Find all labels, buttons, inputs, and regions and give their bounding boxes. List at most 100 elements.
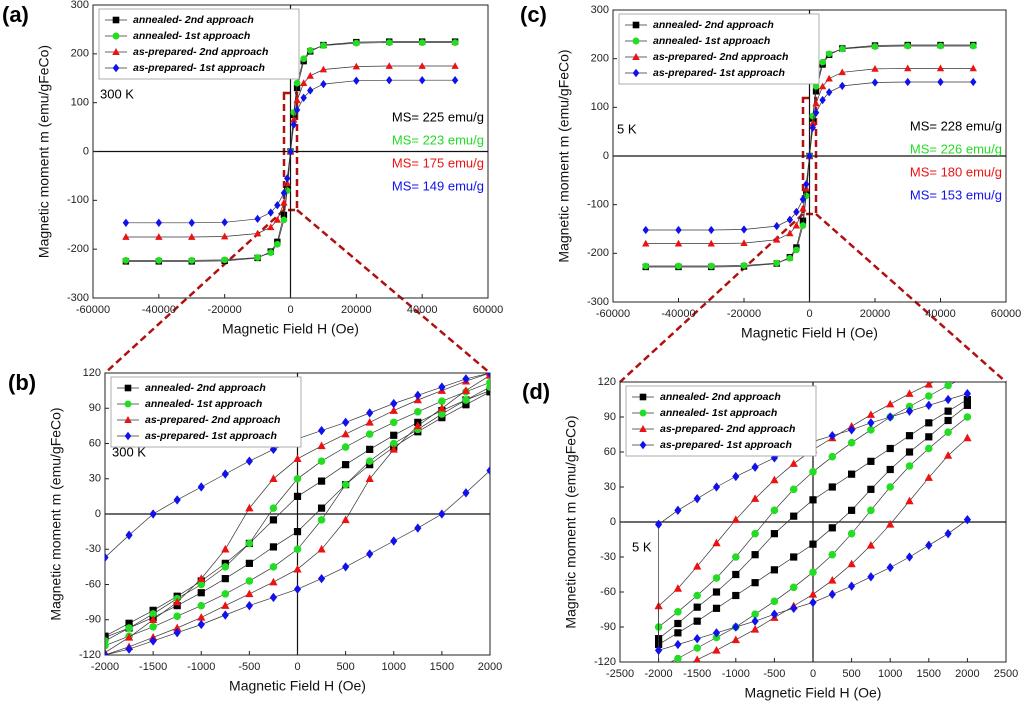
data-point	[287, 147, 294, 156]
data-point	[944, 382, 952, 390]
data-point	[751, 551, 759, 559]
data-point	[197, 574, 206, 582]
data-point	[693, 644, 701, 652]
data-point	[838, 68, 846, 76]
data-point	[812, 83, 820, 90]
data-point	[905, 389, 914, 397]
data-point	[366, 445, 374, 453]
data-point	[792, 221, 801, 229]
data-point	[353, 76, 360, 85]
data-point	[307, 86, 314, 95]
data-point	[655, 519, 663, 530]
data-point	[905, 448, 914, 456]
data-point	[675, 225, 682, 235]
legend-label: annealed- 1st approach	[653, 35, 770, 47]
data-point	[173, 597, 182, 606]
data-point	[818, 82, 827, 90]
y-tick-label: 0	[95, 508, 101, 520]
data-point	[809, 123, 816, 132]
x-tick-label: -60000	[596, 308, 630, 320]
y-tick-label: 0	[603, 150, 609, 162]
data-point	[385, 62, 393, 69]
data-point	[848, 470, 856, 478]
data-point	[390, 398, 398, 409]
data-point	[317, 425, 326, 436]
data-point	[886, 465, 894, 474]
data-point	[712, 588, 721, 596]
data-point	[925, 392, 933, 400]
data-point	[320, 79, 327, 89]
data-point	[245, 559, 253, 567]
data-point	[848, 581, 856, 591]
data-point	[280, 198, 288, 206]
data-point	[786, 229, 794, 237]
data-point	[786, 254, 794, 262]
data-point	[269, 577, 278, 586]
data-point	[438, 382, 446, 392]
data-point	[341, 443, 350, 451]
data-point	[944, 407, 952, 415]
data-point	[674, 654, 682, 662]
series-line	[658, 393, 968, 651]
data-point	[905, 552, 914, 562]
legend-label: as-prepared- 1st approach	[145, 430, 277, 442]
y-tick-label: 300	[71, 0, 89, 11]
data-point	[438, 509, 446, 519]
data-point	[707, 262, 715, 270]
data-point	[963, 395, 971, 404]
data-point	[905, 462, 914, 470]
temperature-label: 300 K	[112, 444, 146, 459]
data-point	[352, 62, 361, 70]
data-point	[789, 459, 798, 467]
x-tick-label: -40000	[142, 304, 176, 316]
data-point	[770, 566, 778, 574]
panel-label: (a)	[2, 2, 29, 27]
saturation-annotation: MS= 226 emu/g	[910, 141, 1002, 156]
x-tick-label: -2500	[606, 668, 634, 680]
data-point	[936, 64, 945, 72]
data-point	[905, 496, 914, 505]
series-line	[105, 373, 490, 655]
data-point	[197, 613, 206, 621]
y-tick-label: 100	[71, 97, 89, 109]
data-point	[341, 515, 350, 524]
x-tick-label: 20000	[860, 308, 891, 320]
y-tick-label: 0	[610, 516, 616, 528]
x-tick-label: 2500	[994, 668, 1018, 680]
data-point	[317, 477, 326, 485]
data-point	[812, 88, 820, 95]
data-point	[486, 465, 490, 476]
series-group	[654, 382, 972, 662]
data-point	[809, 597, 817, 608]
data-point	[944, 428, 952, 436]
y-tick-label: 0	[83, 145, 89, 157]
data-point	[790, 603, 798, 614]
legend-box	[625, 385, 817, 457]
data-point	[293, 79, 301, 87]
data-point	[451, 39, 459, 46]
data-point	[642, 225, 649, 235]
data-point	[451, 62, 459, 69]
data-point	[847, 438, 856, 447]
legend-label: annealed- 2nd approach	[145, 382, 266, 394]
data-point	[188, 218, 195, 227]
data-point	[221, 563, 230, 571]
data-point	[290, 115, 298, 123]
zoom-line	[815, 213, 1007, 383]
data-point	[871, 78, 879, 87]
data-point	[740, 262, 748, 269]
data-point	[693, 633, 701, 644]
data-point	[924, 473, 933, 481]
y-tick-label: -100	[67, 194, 89, 206]
data-point	[125, 624, 133, 632]
legend-box	[110, 376, 302, 448]
data-point	[283, 179, 291, 187]
legend-marker	[639, 440, 647, 450]
data-point	[221, 610, 229, 620]
data-point	[937, 42, 944, 50]
legend-label: as-prepared- 2nd approach	[653, 51, 788, 63]
data-point	[220, 232, 229, 240]
zoom-line	[296, 209, 491, 374]
data-point	[269, 563, 278, 571]
data-point	[173, 627, 181, 638]
